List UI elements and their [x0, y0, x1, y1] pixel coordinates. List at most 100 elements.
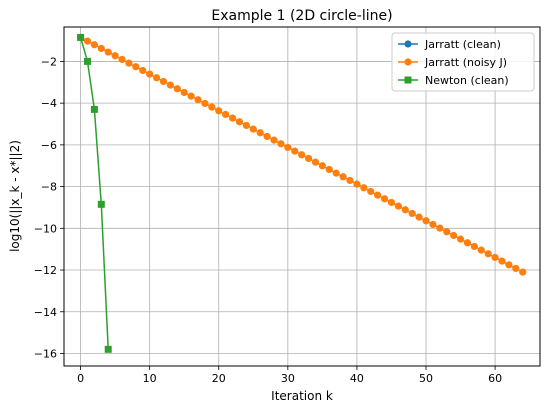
legend-label: Newton (clean)	[425, 74, 509, 87]
data-point-marker	[505, 261, 513, 269]
data-point-marker	[166, 81, 174, 89]
data-point-marker	[401, 206, 409, 214]
data-point-marker	[90, 105, 98, 113]
data-point-marker	[311, 158, 320, 166]
y-tick-label: −14	[34, 306, 57, 319]
x-tick-label: 30	[281, 372, 295, 385]
y-tick-label: −2	[41, 55, 57, 68]
legend-item: Jarratt (noisy J)	[398, 56, 507, 69]
data-point-marker	[97, 44, 105, 53]
data-point-marker	[263, 132, 271, 141]
data-point-marker	[83, 57, 91, 65]
data-point-marker	[139, 66, 147, 75]
data-point-marker	[353, 180, 361, 188]
series-newton-clean	[77, 33, 112, 353]
data-point-marker	[249, 125, 257, 133]
data-point-marker	[519, 268, 527, 276]
y-tick-label: −4	[41, 97, 57, 110]
data-point-marker	[387, 198, 396, 207]
data-point-marker	[159, 77, 168, 86]
data-point-marker	[512, 264, 520, 273]
legend-swatch-marker	[404, 58, 412, 66]
data-point-marker	[291, 147, 299, 155]
data-point-marker	[118, 55, 126, 64]
data-point-marker	[436, 224, 444, 232]
data-point-marker	[173, 85, 181, 93]
data-point-marker	[346, 176, 354, 185]
y-tick-label: −10	[34, 222, 57, 235]
x-axis-title: Iteration k	[271, 389, 333, 403]
data-point-marker	[470, 242, 478, 251]
data-point-marker	[325, 165, 333, 174]
data-point-marker	[277, 140, 285, 148]
x-tick-label: 0	[77, 372, 84, 385]
data-point-marker	[394, 202, 402, 210]
data-point-marker	[215, 107, 223, 115]
data-point-marker	[97, 200, 105, 208]
data-point-marker	[498, 257, 506, 265]
data-point-marker	[332, 169, 340, 177]
x-tick-label: 10	[143, 372, 157, 385]
data-point-marker	[298, 151, 306, 159]
data-point-marker	[339, 173, 347, 181]
data-point-marker	[104, 48, 112, 56]
data-point-marker	[132, 63, 140, 71]
data-point-marker	[367, 187, 375, 196]
legend-box	[391, 32, 535, 92]
x-tick-label: 60	[488, 372, 502, 385]
data-point-marker	[222, 110, 230, 119]
data-point-marker	[83, 37, 92, 45]
y-tick-label: −16	[34, 347, 57, 360]
data-point-marker	[408, 209, 416, 218]
y-tick-label: −8	[41, 181, 57, 194]
data-point-marker	[284, 143, 292, 152]
y-tick-label: −12	[34, 264, 57, 277]
data-point-marker	[270, 136, 278, 144]
axis-ticks: 0 10 20 30 40 50 60 −2 −4 −6 −8 −10 −12 −14 −16	[34, 55, 502, 385]
data-point-marker	[318, 162, 326, 170]
data-point-marker	[304, 154, 313, 163]
data-point-marker	[450, 231, 458, 240]
data-point-marker	[422, 217, 430, 225]
data-point-marker	[77, 33, 85, 41]
data-point-marker	[180, 88, 188, 97]
data-point-marker	[456, 235, 465, 243]
plot-series	[76, 33, 527, 353]
x-tick-label: 20	[212, 372, 226, 385]
plot-frame	[63, 26, 541, 367]
x-tick-label: 40	[350, 372, 364, 385]
data-point-marker	[208, 103, 216, 111]
data-point-marker	[415, 213, 423, 221]
legend-item: Newton (clean)	[398, 74, 509, 87]
series-line	[79, 37, 109, 350]
series-jarratt-noisy-j	[76, 33, 527, 276]
x-tick-label: 50	[419, 372, 433, 385]
data-point-marker	[194, 96, 202, 104]
data-point-marker	[111, 52, 119, 60]
data-point-marker	[374, 191, 382, 199]
data-point-marker	[491, 253, 499, 262]
data-point-marker	[146, 70, 154, 78]
legend-label: Jarratt (clean)	[424, 38, 501, 51]
data-point-marker	[125, 59, 133, 67]
legend: Jarratt (clean) Jarratt (noisy J) Newton (…	[391, 32, 535, 92]
data-point-marker	[104, 345, 112, 353]
data-point-marker	[360, 184, 368, 192]
data-point-marker	[380, 195, 389, 203]
chart-title: Example 1 (2D circle-line)	[211, 8, 392, 24]
data-point-marker	[443, 228, 451, 236]
data-point-marker	[152, 74, 161, 82]
data-point-marker	[242, 121, 250, 130]
data-point-marker	[463, 239, 472, 247]
legend-label: Jarratt (noisy J)	[424, 56, 507, 69]
legend-swatch-marker	[404, 76, 412, 84]
data-point-marker	[187, 92, 195, 100]
data-point-marker	[228, 114, 237, 122]
y-axis-title: log10(||x_k - x*||2)	[8, 140, 22, 252]
data-point-marker	[235, 118, 244, 126]
data-point-marker	[484, 250, 492, 258]
legend-item: Jarratt (clean)	[398, 38, 501, 51]
data-point-marker	[256, 129, 264, 137]
